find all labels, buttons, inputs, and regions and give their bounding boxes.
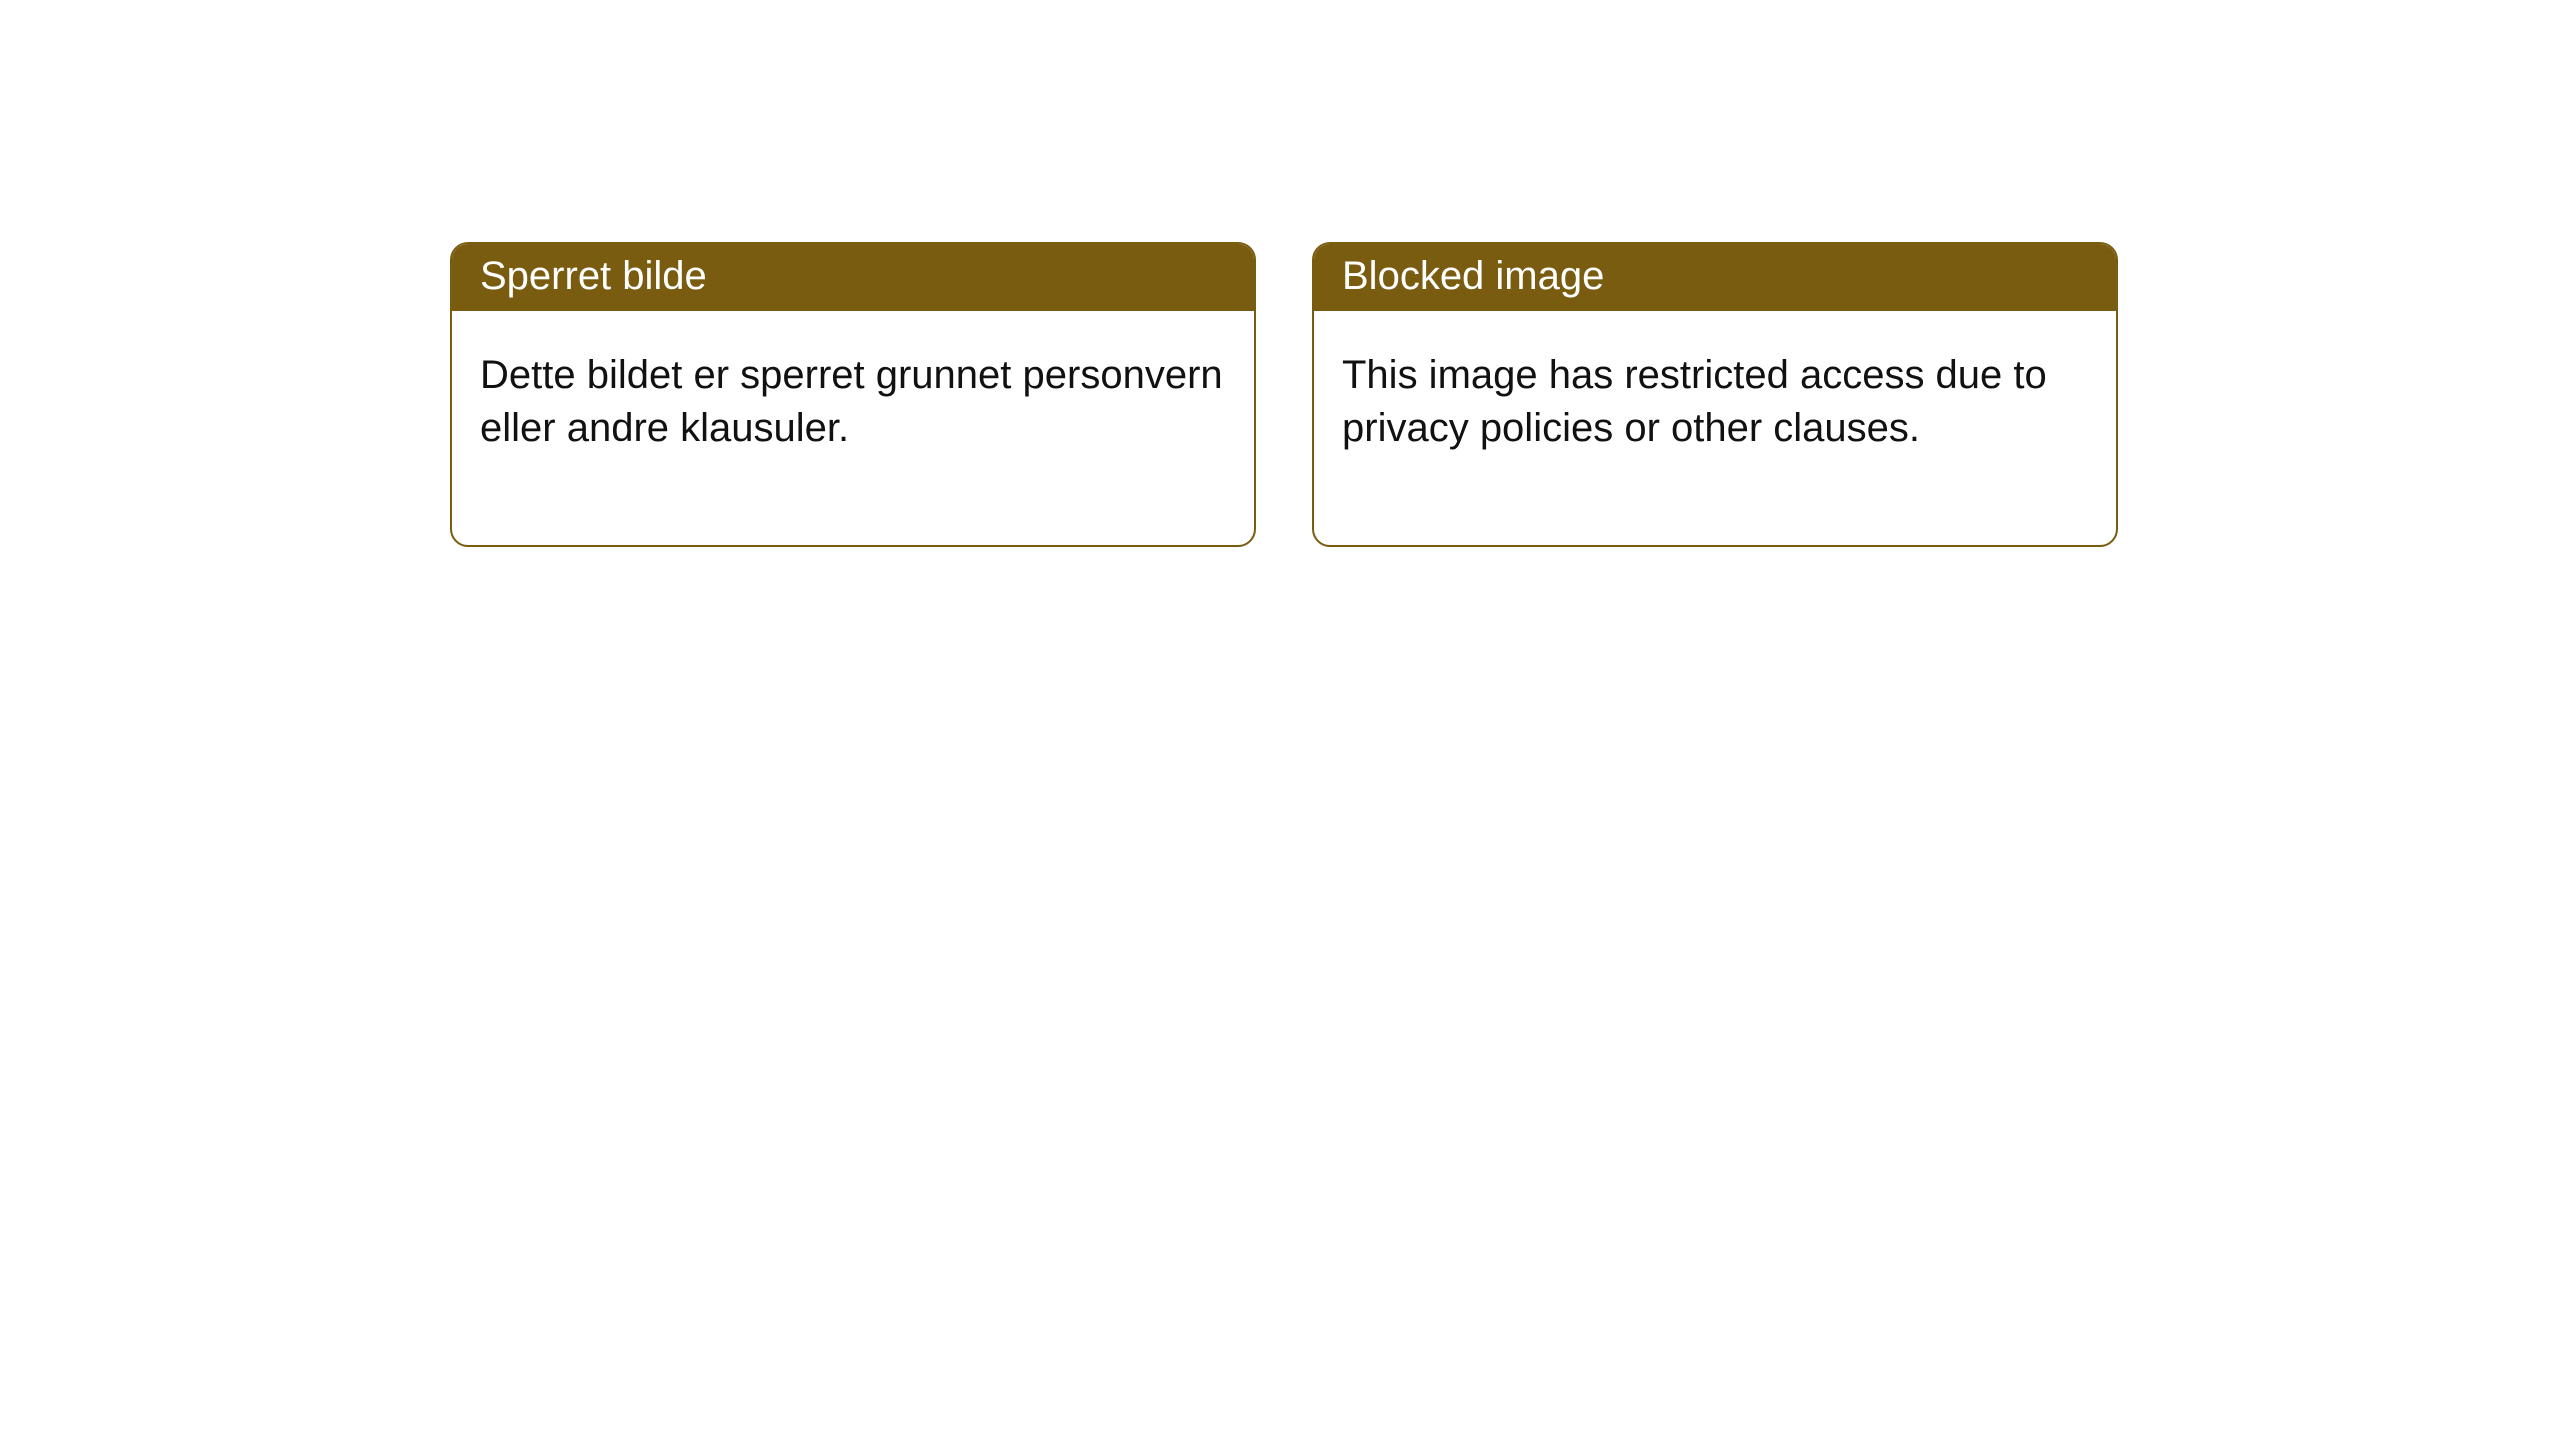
card-title: Sperret bilde xyxy=(480,254,707,298)
card-body-text: Dette bildet er sperret grunnet personve… xyxy=(480,353,1223,450)
card-title: Blocked image xyxy=(1342,254,1604,298)
card-header: Blocked image xyxy=(1314,244,2116,311)
notice-card-norwegian: Sperret bilde Dette bildet er sperret gr… xyxy=(450,242,1256,547)
notice-card-english: Blocked image This image has restricted … xyxy=(1312,242,2118,547)
notice-container: Sperret bilde Dette bildet er sperret gr… xyxy=(0,0,2560,547)
card-header: Sperret bilde xyxy=(452,244,1254,311)
card-body: This image has restricted access due to … xyxy=(1314,311,2116,545)
card-body-text: This image has restricted access due to … xyxy=(1342,353,2047,450)
card-body: Dette bildet er sperret grunnet personve… xyxy=(452,311,1254,545)
